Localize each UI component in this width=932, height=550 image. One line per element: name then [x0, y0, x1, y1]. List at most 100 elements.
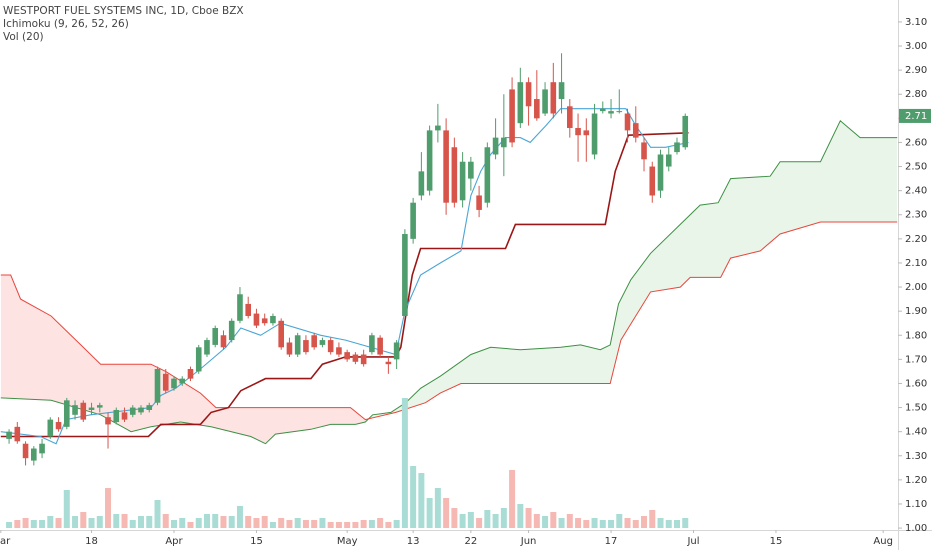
candle-body: [72, 405, 78, 415]
candle-body: [96, 405, 103, 408]
candle-body: [129, 407, 136, 415]
y-tick-label: 3.10: [905, 17, 927, 28]
volume-bar: [459, 514, 466, 528]
candle-body: [195, 347, 202, 372]
volume-bar: [566, 514, 573, 528]
span-b-line: [0, 221, 898, 421]
volume-bar: [105, 488, 112, 528]
candle-body: [294, 335, 301, 355]
volume-bar: [434, 488, 441, 528]
candle-body: [31, 448, 37, 461]
volume-bar: [591, 518, 598, 528]
candle-body: [179, 378, 186, 384]
candle-body: [63, 400, 70, 427]
candle-body: [484, 147, 491, 203]
volume-bar: [253, 518, 260, 528]
candle-body: [608, 111, 614, 114]
candle-body: [567, 106, 573, 128]
volume-bar: [154, 500, 161, 528]
volume-bar: [286, 520, 293, 528]
y-tick-label: 1.60: [905, 378, 927, 389]
candle-body: [632, 123, 639, 138]
volume-bar: [509, 470, 516, 528]
volume-bar: [294, 518, 301, 528]
candle-body: [80, 402, 87, 420]
volume-bar: [344, 522, 351, 528]
volume-bar: [426, 498, 433, 528]
candle-body: [377, 337, 383, 355]
volume-bar: [599, 520, 606, 528]
candle-body: [171, 378, 177, 389]
volume-bar: [278, 518, 285, 528]
y-tick-label: 3.00: [905, 41, 927, 52]
volume-bar: [6, 522, 13, 528]
candle-body: [228, 320, 235, 341]
volume-bar: [187, 522, 194, 528]
candle-body: [369, 335, 375, 353]
candle-body: [47, 419, 54, 437]
volume-bar: [517, 504, 524, 528]
volume-bar: [327, 522, 334, 528]
y-tick-label: 2.80: [905, 89, 927, 100]
volume-bar: [632, 520, 639, 528]
volume-bar: [203, 514, 210, 528]
candle-body: [451, 147, 458, 203]
volume-bar: [311, 520, 318, 528]
candle-body: [154, 368, 161, 403]
volume-bar: [138, 516, 145, 528]
volume-bar: [170, 520, 177, 528]
volume-bar: [682, 518, 689, 528]
volume-bar: [583, 520, 590, 528]
y-tick-label: 2.60: [905, 137, 927, 148]
x-tick-label: 13: [407, 536, 420, 547]
volume-bar: [484, 510, 491, 528]
x-tick-label: Mar: [0, 536, 11, 547]
candle-body: [344, 352, 350, 360]
volume-bar: [674, 520, 681, 528]
candle-body: [311, 335, 317, 348]
indicator-label: Ichimoku (9, 26, 52, 26): [3, 18, 129, 30]
y-tick-label: 1.50: [905, 403, 927, 414]
volume-bar: [195, 518, 202, 528]
candle-body: [253, 313, 260, 326]
x-tick-label: 22: [464, 536, 477, 547]
volume-bar: [88, 518, 95, 528]
volume-bar: [393, 520, 400, 528]
volume-bar: [360, 520, 367, 528]
candle-body: [385, 361, 392, 365]
x-tick-label: Aug: [873, 536, 893, 547]
volume-bar: [476, 518, 483, 528]
volume-bar: [558, 518, 565, 528]
candle-body: [443, 130, 449, 203]
volume-bar: [228, 516, 235, 528]
volume-bar: [665, 520, 672, 528]
candle-body: [641, 142, 647, 160]
candle-body: [599, 108, 606, 112]
volume-bar: [80, 512, 87, 528]
candle-body: [6, 431, 12, 439]
candle-body: [616, 111, 623, 113]
volume-bar: [245, 516, 252, 528]
y-tick-label: 2.90: [905, 65, 927, 76]
volume-bar: [492, 514, 499, 528]
y-tick-label: 1.80: [905, 330, 927, 341]
candle-body: [327, 340, 334, 353]
candle-body: [22, 443, 29, 459]
volume-bar: [220, 516, 227, 528]
x-tick-label: 15: [250, 536, 263, 547]
volume-bar: [575, 518, 582, 528]
chart-title: WESTPORT FUEL SYSTEMS INC, 1D, Cboe BZX: [3, 5, 244, 17]
y-tick-label: 2.20: [905, 234, 927, 245]
y-tick-label: 2.00: [905, 282, 927, 293]
volume-bar: [22, 518, 29, 528]
y-tick-label: 2.40: [905, 186, 927, 197]
candle-body: [624, 113, 631, 131]
candle-body: [509, 89, 515, 143]
candle-body: [336, 347, 342, 355]
candle-body: [212, 328, 219, 345]
candle-body: [583, 130, 590, 136]
candle-body: [517, 82, 524, 124]
candle-body: [261, 318, 268, 324]
